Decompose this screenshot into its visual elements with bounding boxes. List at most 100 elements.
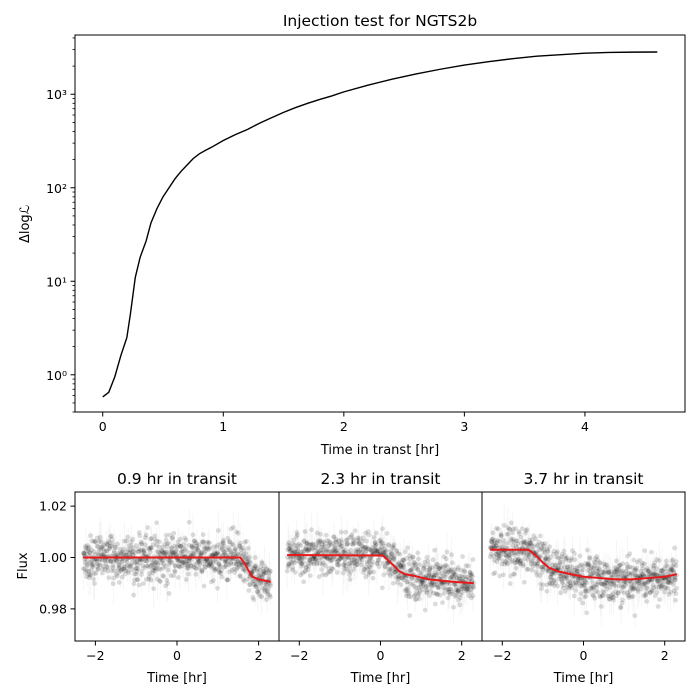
top-y-tick-label: 10¹ — [46, 274, 67, 289]
scatter-point — [491, 571, 496, 577]
scatter-point — [445, 595, 451, 601]
scatter-point — [82, 566, 88, 572]
scatter-point — [86, 546, 91, 551]
scatter-point — [622, 579, 628, 585]
scatter-point — [496, 553, 502, 559]
scatter-point — [346, 561, 352, 567]
scatter-point — [379, 547, 385, 552]
scatter-point — [425, 558, 431, 564]
scatter-point — [194, 543, 200, 549]
scatter-point — [100, 566, 105, 572]
scatter-point — [355, 547, 361, 552]
scatter-point — [644, 585, 649, 591]
scatter-point — [311, 561, 317, 567]
scatter-point — [378, 537, 384, 543]
scatter-point — [437, 580, 442, 586]
scatter-point — [652, 593, 658, 599]
scatter-point — [652, 572, 658, 578]
scatter-point — [435, 566, 441, 572]
scatter-point — [624, 580, 629, 586]
scatter-point — [236, 562, 242, 568]
scatter-point — [292, 560, 298, 566]
scatter-point — [435, 585, 441, 591]
scatter-point — [519, 540, 524, 546]
scatter-point — [105, 568, 111, 574]
scatter-point — [157, 551, 163, 556]
scatter-point — [247, 560, 253, 566]
scatter-point — [314, 560, 320, 566]
scatter-point — [631, 582, 637, 588]
scatter-point — [660, 568, 666, 573]
scatter-point — [214, 550, 220, 556]
scatter-point — [567, 579, 572, 585]
scatter-point — [288, 548, 294, 554]
scatter-point — [572, 557, 578, 563]
scatter-point — [391, 545, 397, 551]
scatter-point — [558, 556, 564, 562]
scatter-point — [526, 554, 532, 560]
scatter-point — [540, 564, 545, 570]
scatter-point — [160, 573, 166, 579]
scatter-point — [425, 587, 430, 593]
scatter-point — [467, 569, 473, 575]
scatter-point — [261, 585, 266, 591]
scatter-point — [102, 558, 108, 564]
scatter-point — [312, 556, 318, 562]
scatter-point — [434, 572, 440, 578]
scatter-point — [448, 576, 454, 582]
scatter-point — [526, 553, 532, 558]
scatter-point — [606, 569, 612, 575]
scatter-point — [313, 556, 318, 562]
scatter-point — [597, 561, 603, 566]
scatter-point — [554, 550, 560, 556]
scatter-point — [595, 579, 601, 585]
scatter-point — [406, 594, 412, 599]
scatter-point — [639, 579, 645, 585]
scatter-point — [659, 568, 665, 574]
scatter-point — [654, 578, 660, 584]
scatter-point — [191, 551, 196, 557]
scatter-point — [446, 589, 452, 595]
scatter-point — [574, 569, 580, 575]
scatter-point — [505, 540, 511, 546]
scatter-point — [88, 572, 94, 578]
scatter-point — [590, 585, 596, 591]
scatter-point — [134, 577, 140, 583]
scatter-point — [202, 548, 208, 554]
scatter-point — [181, 541, 187, 547]
scatter-point — [260, 571, 266, 577]
scatter-point — [666, 576, 672, 582]
scatter-point — [373, 541, 379, 547]
scatter-point — [651, 570, 657, 576]
scatter-point — [550, 551, 556, 557]
scatter-point — [92, 552, 98, 557]
scatter-point — [255, 568, 261, 574]
scatter-point — [350, 538, 356, 543]
scatter-point — [148, 562, 154, 568]
scatter-point — [431, 574, 437, 580]
scatter-point — [395, 576, 401, 582]
scatter-point — [593, 589, 599, 594]
scatter-point — [580, 600, 586, 606]
scatter-point — [506, 552, 512, 557]
scatter-point — [117, 550, 123, 556]
scatter-point — [362, 545, 368, 550]
scatter-point — [637, 573, 643, 579]
scatter-point — [515, 556, 521, 562]
scatter-point — [87, 550, 93, 556]
scatter-point — [176, 558, 182, 563]
scatter-point — [385, 541, 391, 547]
scatter-point — [490, 553, 496, 559]
scatter-point — [649, 578, 655, 583]
scatter-point — [101, 543, 107, 548]
scatter-point — [409, 576, 415, 582]
scatter-point — [256, 586, 262, 592]
scatter-point — [136, 530, 142, 535]
scatter-point — [446, 567, 452, 573]
scatter-point — [151, 586, 157, 592]
scatter-point — [507, 555, 513, 561]
scatter-point — [452, 572, 458, 578]
scatter-point — [286, 561, 291, 567]
